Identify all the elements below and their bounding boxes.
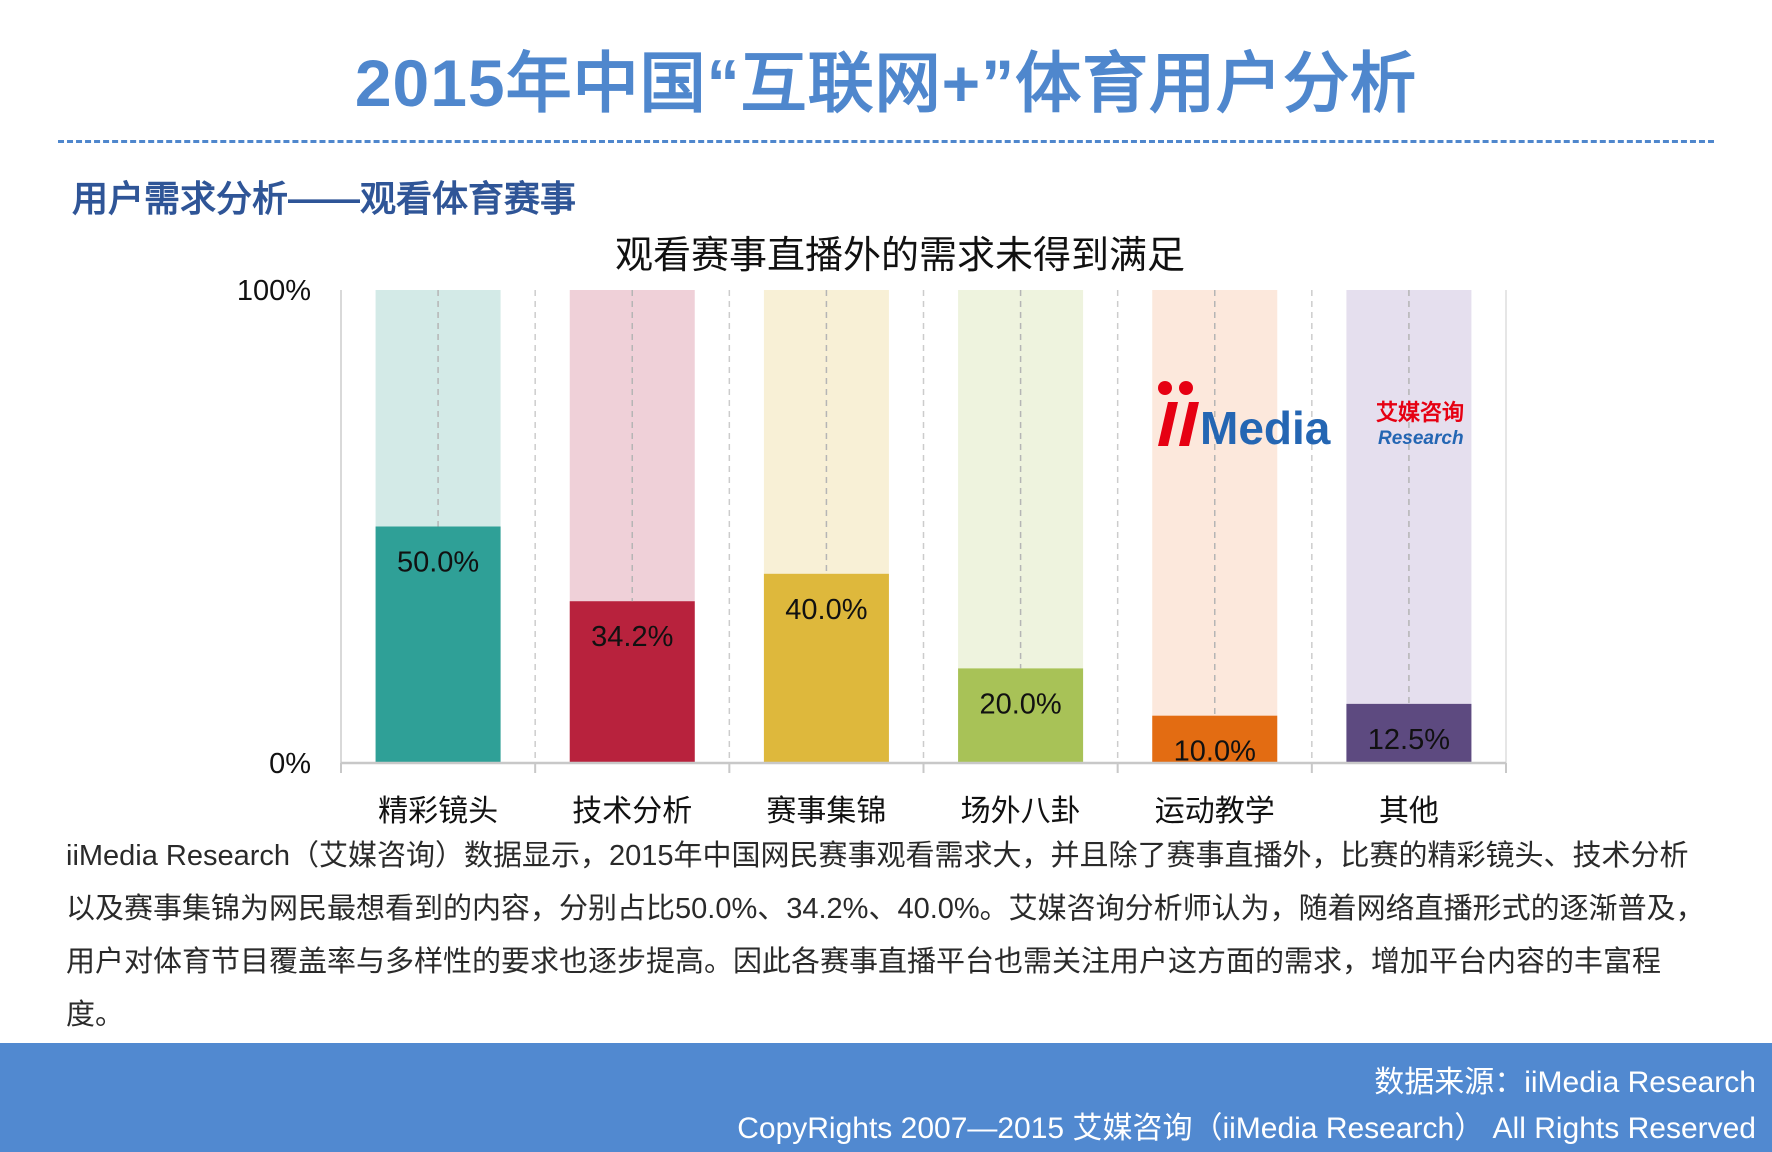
logo-cn-text: 艾媒咨询 (1376, 400, 1464, 426)
bar-value-label: 50.0% (397, 547, 479, 579)
page-title: 2015年中国“互联网+”体育用户分析 (354, 46, 1418, 120)
title-divider (58, 140, 1714, 143)
bar-value-label: 40.0% (785, 594, 867, 626)
category-label: 其他 (1379, 795, 1439, 828)
bar-2 (569, 601, 695, 763)
bar-chart: 50.0%精彩镜头34.2%技术分析40.0%赛事集锦20.0%场外八卦10.0… (237, 275, 1507, 828)
category-label: 精彩镜头 (378, 795, 498, 828)
data-source: 数据来源：iiMedia Research (1374, 1066, 1756, 1099)
bar-value-label: 20.0% (979, 688, 1061, 720)
y-tick-label-min: 0% (269, 748, 311, 780)
chart-title: 观看赛事直播外的需求未得到满足 (614, 235, 1185, 277)
bar-value-label: 12.5% (1368, 724, 1450, 756)
section-title: 用户需求分析——观看体育赛事 (72, 178, 577, 219)
y-tick-label-max: 100% (237, 275, 311, 307)
description-text: iiMedia Research（艾媒咨询）数据显示，2015年中国网民赛事观看… (66, 840, 1705, 1031)
bar-4 (958, 668, 1084, 763)
category-label: 技术分析 (572, 795, 692, 828)
category-label: 运动教学 (1155, 795, 1275, 828)
bar-1 (375, 526, 501, 763)
bar-5 (1152, 715, 1278, 763)
category-label: 赛事集锦 (766, 795, 886, 828)
copyright: CopyRights 2007—2015 艾媒咨询（iiMedia Resear… (737, 1112, 1756, 1145)
logo-brand-text: Media (1200, 402, 1331, 454)
iimedia-logo: Media 艾媒咨询 Research (1158, 381, 1464, 454)
bar-6 (1346, 703, 1472, 763)
logo-en-text: Research (1378, 428, 1464, 449)
bar-value-label: 34.2% (591, 621, 673, 653)
bar-3 (763, 573, 889, 763)
footer-bar: 数据来源：iiMedia Research CopyRights 2007—20… (0, 1043, 1772, 1152)
category-label: 场外八卦 (961, 795, 1081, 828)
